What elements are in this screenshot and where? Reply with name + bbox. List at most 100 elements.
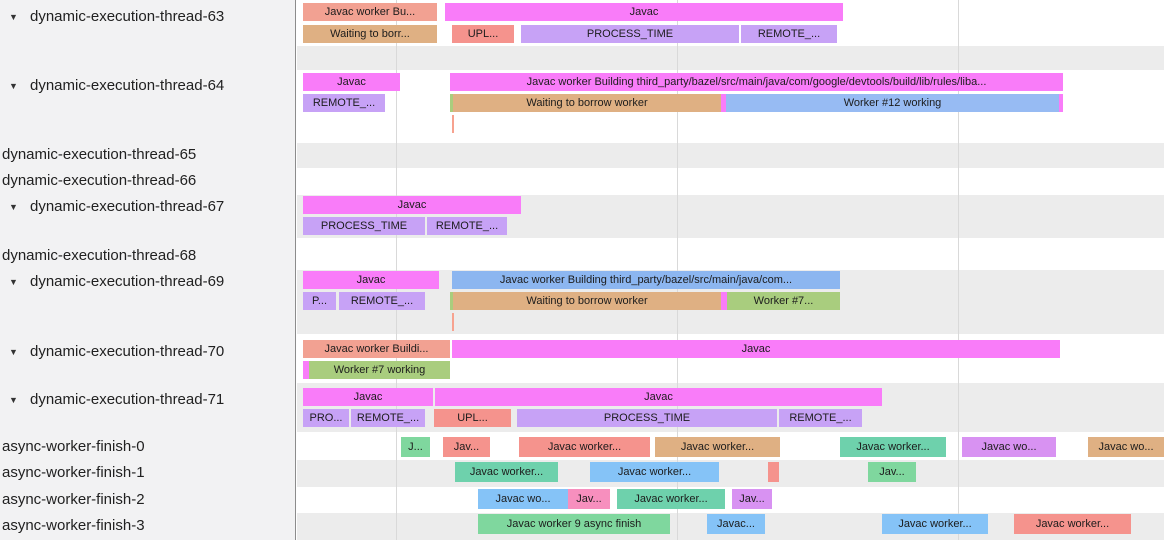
slice-label: REMOTE_... xyxy=(789,412,852,424)
slice-label: REMOTE_... xyxy=(312,97,376,109)
timeline-slice[interactable]: Javac xyxy=(445,3,843,21)
timeline-slice[interactable]: Javac worker Bu... xyxy=(303,3,437,21)
timeline-slice[interactable]: Javac worker... xyxy=(455,462,558,482)
slice-label: Javac wo... xyxy=(1098,441,1154,453)
track-header-dynamic-execution-thread-69[interactable]: ▼ dynamic-execution-thread-69 xyxy=(0,273,296,292)
timeline-slice[interactable]: Javac... xyxy=(707,514,765,534)
timeline-slice[interactable]: Javac xyxy=(303,73,400,91)
timeline-slice[interactable]: Javac worker... xyxy=(1014,514,1131,534)
thread-track-list: ▼ dynamic-execution-thread-63 ▼ dynamic-exe… xyxy=(0,0,296,540)
instant-event-marker[interactable] xyxy=(452,115,454,133)
instant-event-marker[interactable] xyxy=(452,313,454,331)
timeline-slice[interactable]: Jav... xyxy=(443,437,490,457)
timeline-slice[interactable]: Javac xyxy=(303,196,521,214)
slice-label: Javac worker... xyxy=(547,441,622,453)
collapse-triangle-icon[interactable]: ▼ xyxy=(9,12,18,22)
timeline-slice[interactable]: Worker #7... xyxy=(727,292,840,310)
timeline-slice[interactable]: J... xyxy=(401,437,430,457)
track-header-dynamic-execution-thread-71[interactable]: ▼ dynamic-execution-thread-71 xyxy=(0,391,296,410)
track-header-dynamic-execution-thread-68: dynamic-execution-thread-68 xyxy=(0,247,296,266)
timeline-slice[interactable]: Javac worker... xyxy=(882,514,988,534)
slice-label: Javac xyxy=(356,274,386,286)
track-header-dynamic-execution-thread-63[interactable]: ▼ dynamic-execution-thread-63 xyxy=(0,8,296,27)
timeline-slice[interactable]: Worker #7 working xyxy=(309,361,450,379)
slice-label: J... xyxy=(408,441,423,453)
timeline-slice[interactable]: Javac wo... xyxy=(962,437,1056,457)
timeline-slice[interactable]: Waiting to borrow worker xyxy=(453,292,721,310)
timeline-slice[interactable]: Javac wo... xyxy=(1088,437,1164,457)
track-band xyxy=(297,238,1164,270)
timeline-slice[interactable]: REMOTE_... xyxy=(741,25,837,43)
track-header-async-worker-finish-2: async-worker-finish-2 xyxy=(0,491,296,510)
timeline-slice[interactable]: PROCESS_TIME xyxy=(521,25,739,43)
slice-label: Jav... xyxy=(453,441,480,453)
slice-label: PROCESS_TIME xyxy=(320,220,408,232)
track-label: async-worker-finish-0 xyxy=(2,438,145,455)
timeline-slice[interactable]: Jav... xyxy=(732,489,772,509)
timeline-slice[interactable]: REMOTE_... xyxy=(303,94,385,112)
collapse-triangle-icon[interactable]: ▼ xyxy=(9,81,18,91)
slice-label: Javac worker... xyxy=(856,441,930,453)
timeline-slice[interactable]: Jav... xyxy=(868,462,916,482)
timeline-slice[interactable]: REMOTE_... xyxy=(351,409,425,427)
timeline-slice[interactable]: Javac worker... xyxy=(617,489,725,509)
timeline-slice[interactable] xyxy=(450,292,453,310)
timeline-slice[interactable]: UPL... xyxy=(434,409,511,427)
slice-label: Jav... xyxy=(576,493,602,505)
slice-label: Javac worker Buildi... xyxy=(324,343,429,355)
timeline-slice[interactable]: Javac worker... xyxy=(655,437,780,457)
timeline-slice[interactable]: Javac xyxy=(303,388,433,406)
timeline-slice[interactable]: REMOTE_... xyxy=(779,409,862,427)
timeline-slice[interactable]: Javac worker... xyxy=(590,462,719,482)
slice-label: Javac worker 9 async finish xyxy=(506,518,642,530)
timeline-slice[interactable]: UPL... xyxy=(452,25,514,43)
timeline-slice[interactable]: PRO... xyxy=(303,409,349,427)
timeline-slice[interactable]: Javac worker 9 async finish xyxy=(478,514,670,534)
slice-label: Waiting to borrow worker xyxy=(526,97,648,109)
timeline-slice[interactable]: Javac worker Building third_party/bazel/… xyxy=(450,73,1063,91)
slice-label: Javac xyxy=(644,391,673,403)
timeline-slice[interactable]: Worker #12 working xyxy=(726,94,1059,112)
timeline-slice[interactable] xyxy=(768,462,779,482)
timeline-slice[interactable]: Javac worker... xyxy=(840,437,946,457)
slice-label: Javac... xyxy=(717,518,755,530)
timeline-slice[interactable]: P... xyxy=(303,292,336,310)
timeline-slice[interactable]: Javac xyxy=(303,271,439,289)
timeline-slice[interactable] xyxy=(450,94,453,112)
collapse-triangle-icon[interactable]: ▼ xyxy=(9,202,18,212)
timeline-slice[interactable]: Javac xyxy=(435,388,882,406)
timeline-slice[interactable] xyxy=(1059,94,1063,112)
track-band xyxy=(297,487,1164,513)
collapse-triangle-icon[interactable]: ▼ xyxy=(9,277,18,287)
track-header-dynamic-execution-thread-64[interactable]: ▼ dynamic-execution-thread-64 xyxy=(0,77,296,96)
slice-label: PROCESS_TIME xyxy=(603,412,691,424)
timeline-slice[interactable]: Javac wo... xyxy=(478,489,568,509)
timeline-slice[interactable]: Waiting to borrow worker xyxy=(453,94,721,112)
timeline-slice[interactable]: Waiting to borr... xyxy=(303,25,437,43)
timeline-slice[interactable]: Javac worker Building third_party/bazel/… xyxy=(452,271,840,289)
timeline-slice[interactable] xyxy=(721,94,726,112)
timeline-slice[interactable] xyxy=(721,292,727,310)
track-band xyxy=(297,46,1164,70)
collapse-triangle-icon[interactable]: ▼ xyxy=(9,395,18,405)
timeline-slice[interactable]: REMOTE_... xyxy=(427,217,507,235)
timeline-slice[interactable]: REMOTE_... xyxy=(339,292,425,310)
slice-label: Jav... xyxy=(739,493,765,505)
timeline-slice[interactable]: PROCESS_TIME xyxy=(303,217,425,235)
slice-label: Javac worker... xyxy=(898,518,972,530)
timeline-slice[interactable]: Javac xyxy=(452,340,1060,358)
slice-label: Javac worker... xyxy=(617,466,692,478)
slice-label: Javac wo... xyxy=(495,493,551,505)
timeline-slice[interactable] xyxy=(303,361,309,379)
track-label: dynamic-execution-thread-71 xyxy=(30,391,225,408)
timeline-slice[interactable]: Javac worker Buildi... xyxy=(303,340,450,358)
track-header-dynamic-execution-thread-67[interactable]: ▼ dynamic-execution-thread-67 xyxy=(0,198,296,217)
timeline-slice[interactable]: PROCESS_TIME xyxy=(517,409,777,427)
timeline-slice[interactable]: Jav... xyxy=(568,489,610,509)
timeline-slice[interactable]: Javac worker... xyxy=(519,437,650,457)
collapse-triangle-icon[interactable]: ▼ xyxy=(9,347,18,357)
track-label: async-worker-finish-1 xyxy=(2,464,145,481)
track-header-dynamic-execution-thread-70[interactable]: ▼ dynamic-execution-thread-70 xyxy=(0,343,296,362)
track-header-dynamic-execution-thread-66: dynamic-execution-thread-66 xyxy=(0,172,296,191)
